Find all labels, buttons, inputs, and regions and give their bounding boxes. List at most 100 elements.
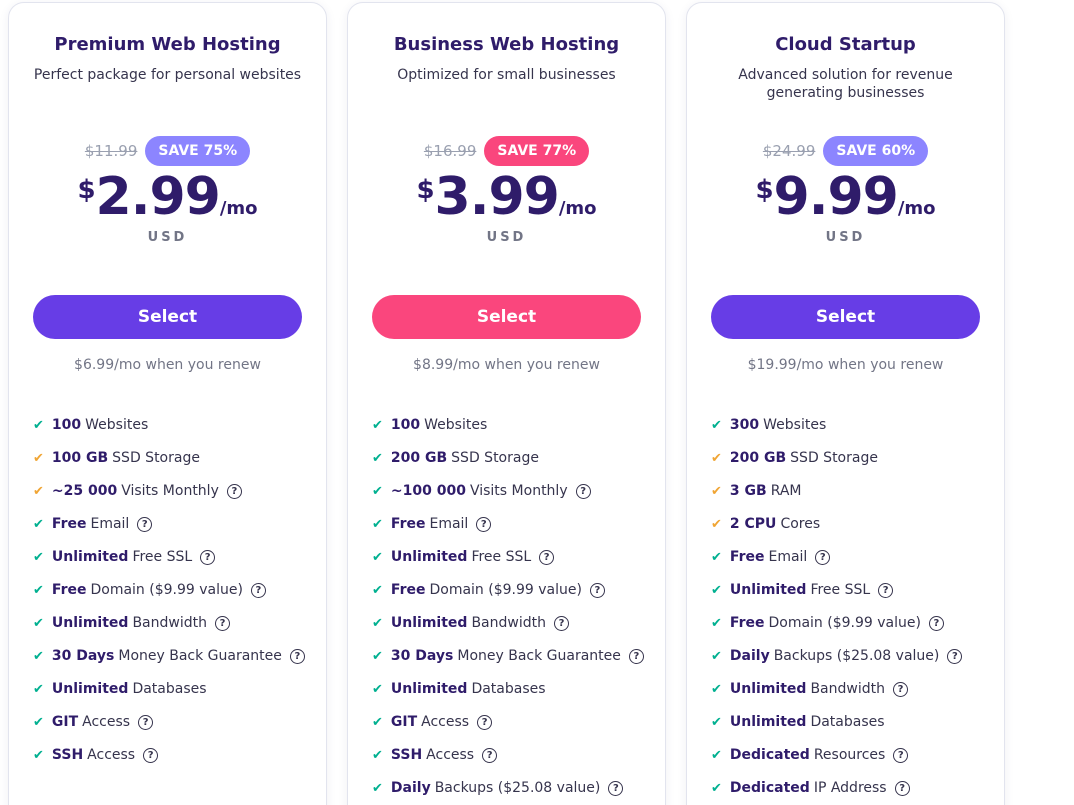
check-icon: ✔ bbox=[33, 483, 44, 499]
help-icon[interactable]: ? bbox=[482, 747, 498, 763]
check-icon: ✔ bbox=[711, 516, 722, 532]
feature-item: ✔ Unlimited Bandwidth ? bbox=[711, 679, 980, 700]
help-icon[interactable]: ? bbox=[815, 549, 831, 565]
feature-bold: Unlimited bbox=[729, 581, 807, 598]
feature-text: Free SSL bbox=[132, 548, 193, 565]
check-icon: ✔ bbox=[372, 681, 383, 697]
renewal-note: $19.99/mo when you renew bbox=[747, 356, 944, 373]
feature-label: Free Email bbox=[391, 514, 468, 535]
help-icon[interactable]: ? bbox=[138, 714, 154, 730]
check-icon: ✔ bbox=[711, 417, 722, 433]
check-icon: ✔ bbox=[33, 516, 44, 532]
feature-text: Email bbox=[90, 515, 130, 532]
help-icon[interactable]: ? bbox=[893, 747, 909, 763]
help-icon[interactable]: ? bbox=[289, 648, 305, 664]
check-icon: ✔ bbox=[33, 747, 44, 763]
feature-text: Databases bbox=[471, 680, 546, 697]
help-icon[interactable]: ? bbox=[575, 483, 591, 499]
help-icon[interactable]: ? bbox=[143, 747, 159, 763]
check-icon: ✔ bbox=[372, 615, 383, 631]
feature-bold: Unlimited bbox=[729, 713, 807, 730]
old-price: $11.99 bbox=[84, 142, 138, 160]
feature-item: ✔ 2 CPU Cores bbox=[711, 514, 980, 535]
feature-item: ✔ Free Email ? bbox=[372, 514, 641, 535]
feature-bold: Free bbox=[729, 548, 765, 565]
check-icon: ✔ bbox=[372, 549, 383, 565]
feature-bold: 100 bbox=[51, 416, 82, 433]
help-icon[interactable]: ? bbox=[476, 516, 492, 532]
check-icon: ✔ bbox=[372, 450, 383, 466]
help-icon[interactable]: ? bbox=[553, 615, 569, 631]
check-icon: ✔ bbox=[372, 648, 383, 664]
feature-item: ✔ Unlimited Databases bbox=[33, 679, 302, 700]
feature-bold: Unlimited bbox=[51, 548, 129, 565]
feature-label: Unlimited Free SSL bbox=[52, 547, 192, 568]
price-amount: 9.99 bbox=[773, 167, 899, 227]
help-icon[interactable]: ? bbox=[539, 549, 555, 565]
help-icon[interactable]: ? bbox=[892, 681, 908, 697]
help-icon[interactable]: ? bbox=[250, 582, 266, 598]
feature-item: ✔ SSH Access ? bbox=[33, 745, 302, 766]
feature-label: GIT Access bbox=[391, 712, 469, 733]
feature-text: Visits Monthly bbox=[121, 482, 219, 499]
feature-item: ✔ Dedicated IP Address ? bbox=[711, 778, 980, 799]
select-button[interactable]: Select bbox=[372, 294, 641, 339]
feature-label: 2 CPU Cores bbox=[730, 514, 820, 535]
check-icon: ✔ bbox=[711, 549, 722, 565]
feature-label: 100 GB SSD Storage bbox=[52, 448, 200, 469]
help-icon[interactable]: ? bbox=[477, 714, 493, 730]
save-badge: SAVE 60% bbox=[823, 136, 929, 166]
feature-item: ✔ 30 Days Money Back Guarantee ? bbox=[372, 646, 644, 667]
feature-label: Unlimited Databases bbox=[52, 679, 207, 700]
check-icon: ✔ bbox=[33, 582, 44, 598]
plan-tagline: Perfect package for personal websites bbox=[33, 67, 302, 83]
feature-label: Free Domain ($9.99 value) bbox=[52, 580, 243, 601]
feature-label: Free Email bbox=[730, 547, 807, 568]
feature-text: IP Address bbox=[813, 779, 887, 796]
old-price: $16.99 bbox=[423, 142, 477, 160]
feature-text: Free SSL bbox=[471, 548, 532, 565]
help-icon[interactable]: ? bbox=[200, 549, 216, 565]
help-icon[interactable]: ? bbox=[137, 516, 153, 532]
feature-item: ✔ GIT Access ? bbox=[33, 712, 302, 733]
feature-item: ✔ Unlimited Bandwidth ? bbox=[33, 613, 302, 634]
help-icon[interactable]: ? bbox=[878, 582, 894, 598]
feature-bold: 200 GB bbox=[729, 449, 787, 466]
feature-label: SSH Access bbox=[52, 745, 135, 766]
feature-item: ✔ GIT Access ? bbox=[372, 712, 641, 733]
select-button[interactable]: Select bbox=[711, 294, 980, 339]
feature-text: Cores bbox=[780, 515, 821, 532]
select-button[interactable]: Select bbox=[33, 294, 302, 339]
feature-text: Money Back Guarantee bbox=[457, 647, 621, 664]
check-icon: ✔ bbox=[711, 747, 722, 763]
currency-symbol: $ bbox=[416, 175, 435, 205]
renewal-note: $6.99/mo when you renew bbox=[74, 356, 261, 373]
feature-text: Backups ($25.08 value) bbox=[434, 779, 601, 796]
feature-bold: 30 Days bbox=[390, 647, 454, 664]
feature-label: 30 Days Money Back Guarantee bbox=[52, 646, 282, 667]
help-icon[interactable]: ? bbox=[214, 615, 230, 631]
help-icon[interactable]: ? bbox=[894, 780, 910, 796]
feature-text: Websites bbox=[424, 416, 488, 433]
pricing-card: Premium Web Hosting Perfect package for … bbox=[8, 2, 327, 805]
feature-text: Domain ($9.99 value) bbox=[90, 581, 243, 598]
check-icon: ✔ bbox=[711, 714, 722, 730]
discount-row: $11.99 SAVE 75% bbox=[33, 136, 302, 166]
feature-text: Websites bbox=[763, 416, 827, 433]
feature-label: Unlimited Bandwidth bbox=[52, 613, 207, 634]
help-icon[interactable]: ? bbox=[947, 648, 963, 664]
currency-code: USD bbox=[825, 229, 866, 245]
discount-row: $16.99 SAVE 77% bbox=[372, 136, 641, 166]
feature-text: Bandwidth bbox=[810, 680, 885, 697]
help-icon[interactable]: ? bbox=[628, 648, 644, 664]
currency-symbol: $ bbox=[77, 175, 96, 205]
feature-item: ✔ 100 Websites bbox=[372, 415, 641, 436]
help-icon[interactable]: ? bbox=[589, 582, 605, 598]
feature-text: SSD Storage bbox=[112, 449, 200, 466]
feature-bold: 200 GB bbox=[390, 449, 448, 466]
help-icon[interactable]: ? bbox=[928, 615, 944, 631]
help-icon[interactable]: ? bbox=[608, 780, 624, 796]
help-icon[interactable]: ? bbox=[226, 483, 242, 499]
check-icon: ✔ bbox=[711, 681, 722, 697]
